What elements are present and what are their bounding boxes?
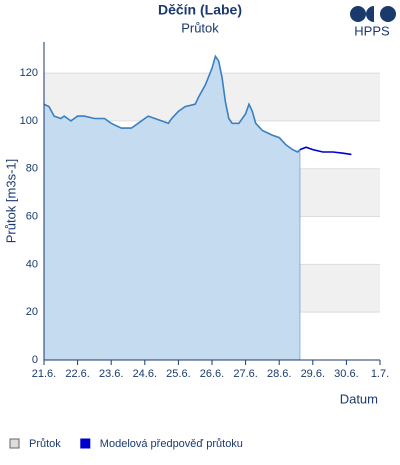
x-tick-label: 26.6. [200,368,224,380]
y-tick-label: 20 [26,306,38,318]
y-tick-label: 120 [20,67,38,79]
x-tick-label: 24.6. [133,368,157,380]
chart-title: Děčín (Labe) [158,2,242,18]
x-tick-label: 25.6. [166,368,190,380]
y-tick-label: 0 [32,354,38,366]
x-tick-label: 1.7. [371,368,389,380]
y-tick-label: 40 [26,258,38,270]
x-tick-label: 22.6. [65,368,89,380]
x-tick-label: 28.6. [267,368,291,380]
x-tick-label: 27.6. [233,368,257,380]
y-tick-label: 80 [26,163,38,175]
y-axis-label: Průtok [m3s-1] [3,159,18,244]
line [43,54,301,153]
legend-label: Modelová předpověď průtoku [100,438,243,450]
chart-subtitle: Průtok [181,20,219,35]
brand: HPPS [354,23,390,38]
logo: HPPS [350,6,396,38]
x-axis-label: Datum [340,391,378,406]
legend-item: Modelová předpověď průtoku [80,438,243,450]
legend-item: Průtok [9,438,61,450]
x-tick-label: 29.6. [301,368,325,380]
legend-label: Průtok [29,438,61,450]
x-tick-label: 30.6. [334,368,358,380]
legend-swatch [80,438,91,449]
legend-swatch [9,438,20,449]
x-tick-label: 23.6. [99,368,123,380]
y-tick-label: 60 [26,210,38,222]
line [299,146,352,156]
y-tick-label: 100 [20,115,38,127]
x-tick-label: 21.6. [32,368,56,380]
